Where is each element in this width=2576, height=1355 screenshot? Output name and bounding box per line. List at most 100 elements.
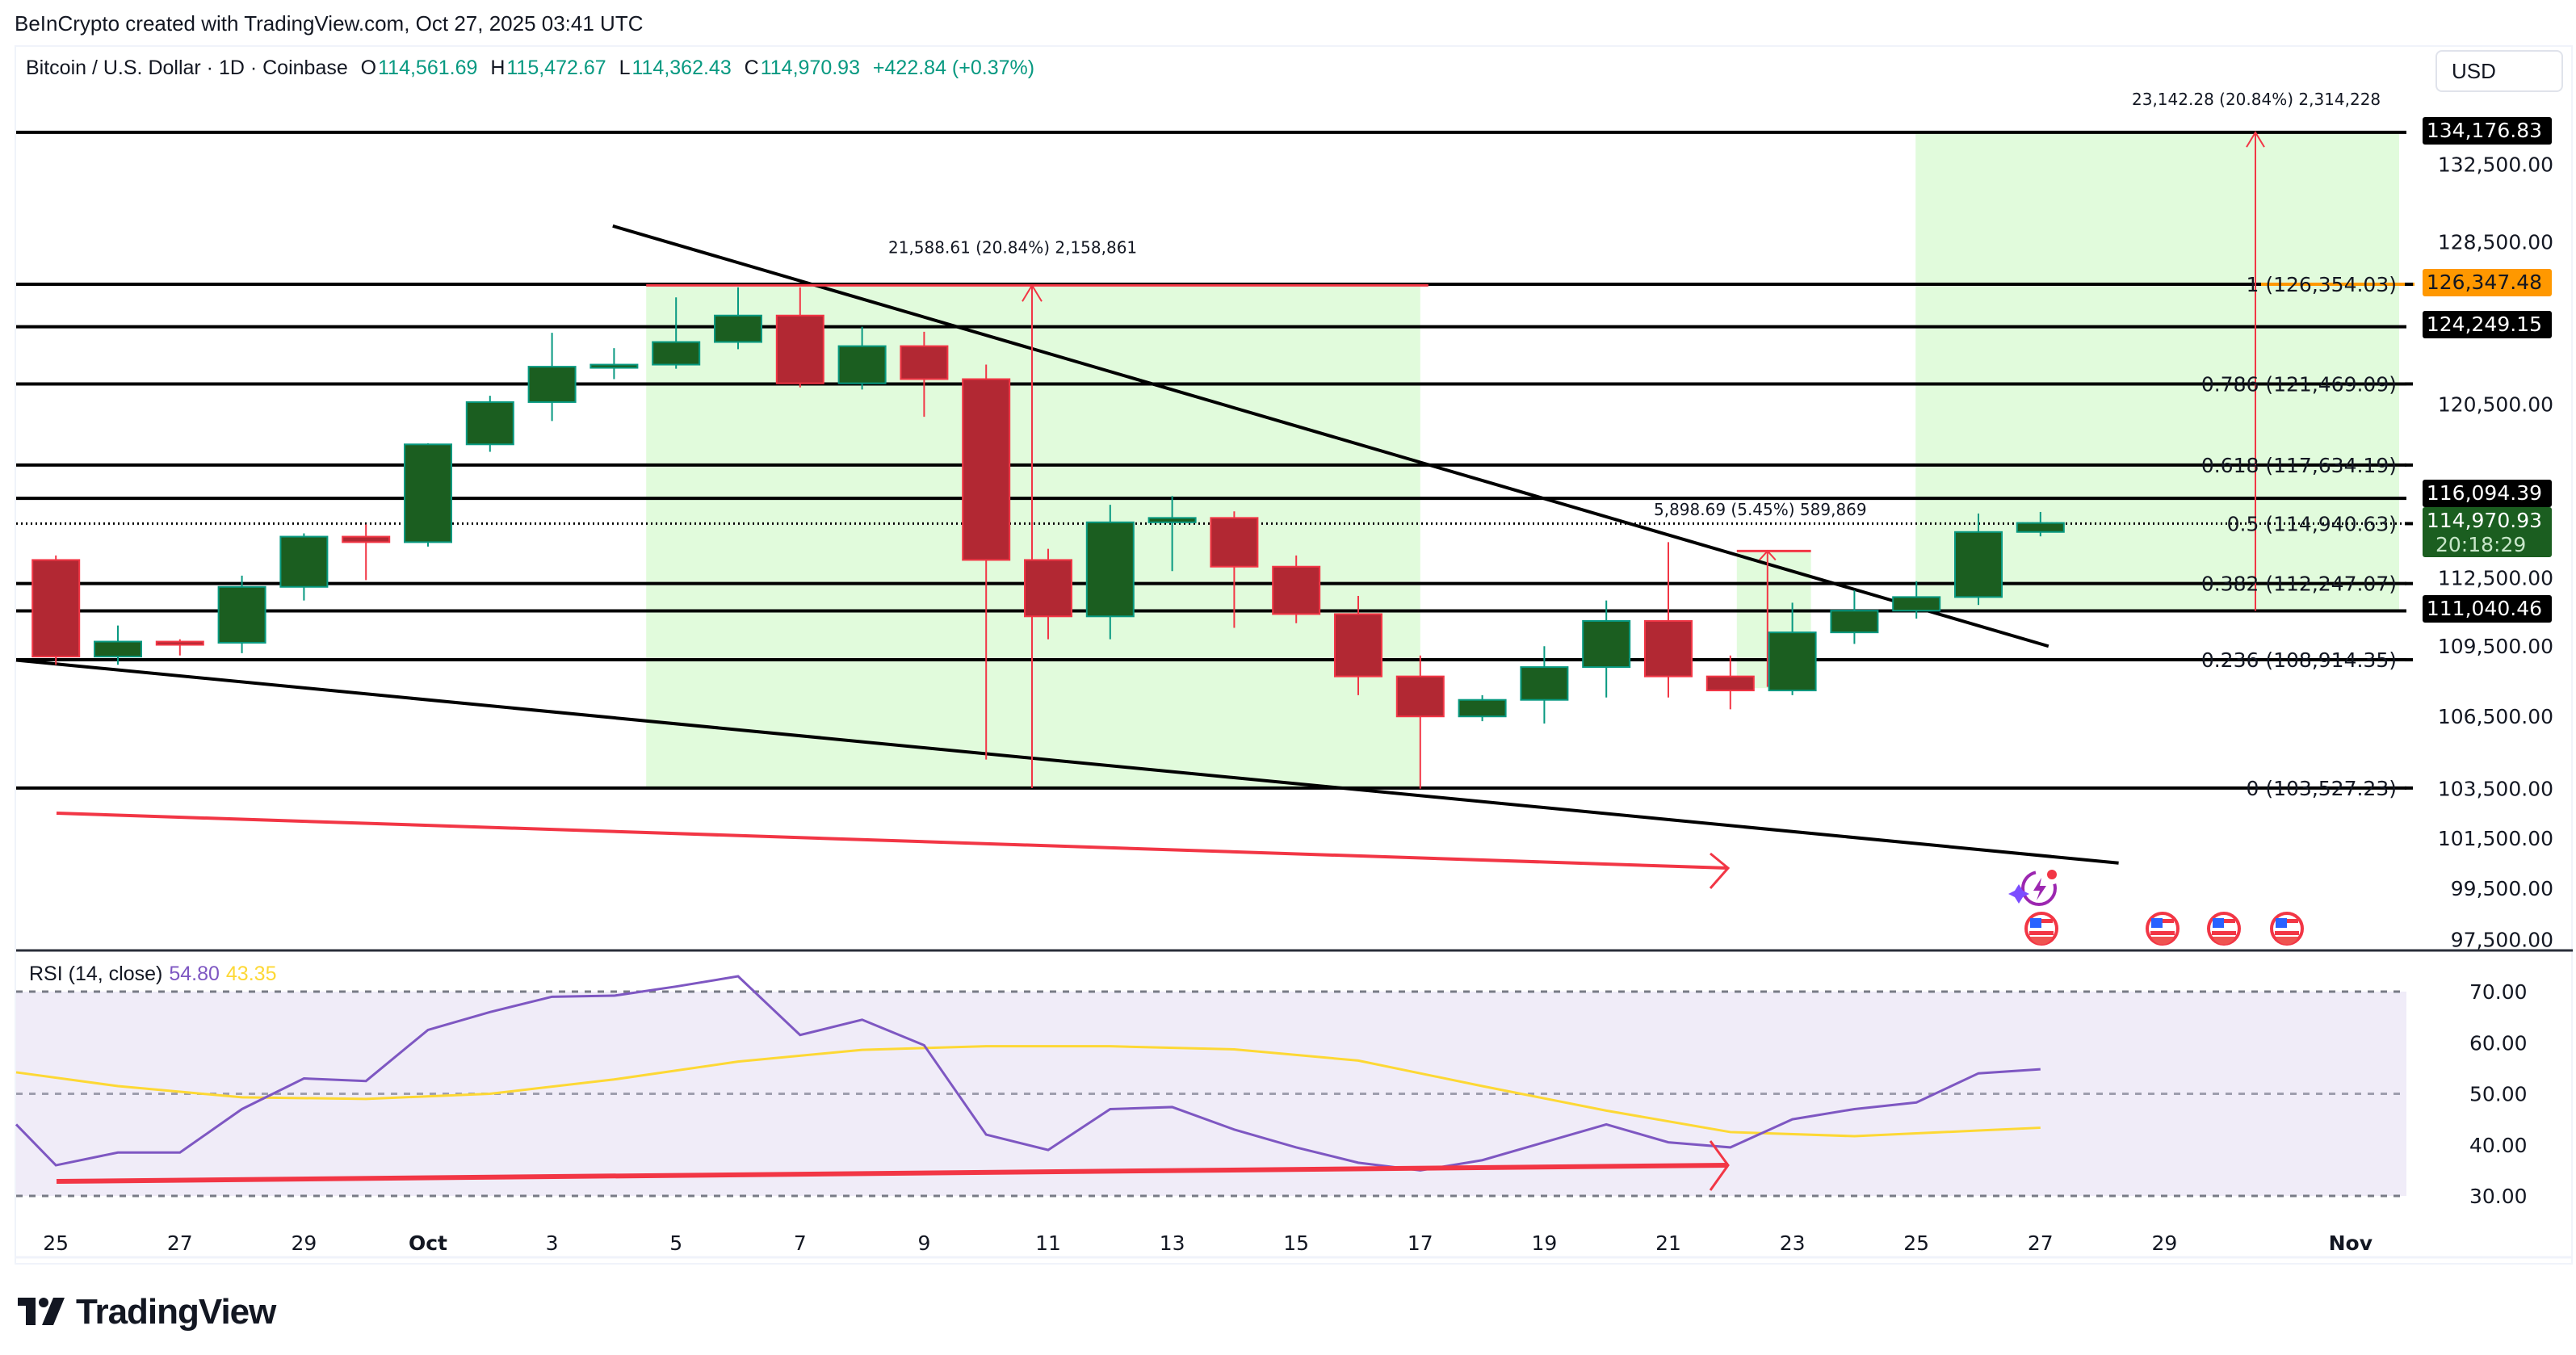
price-axis-tick: 112,500.00	[2438, 567, 2553, 590]
flag-stripe	[2029, 931, 2054, 935]
chart-frame	[15, 45, 2573, 1265]
bull-candle[interactable]	[1147, 517, 1197, 523]
bull-candle[interactable]	[1768, 631, 1817, 692]
bear-candle[interactable]	[155, 640, 204, 646]
bull-candle[interactable]	[1954, 531, 2003, 598]
date-axis-tick: 29	[2151, 1231, 2177, 1255]
close-value: 114,970.93	[760, 57, 860, 79]
bear-candle[interactable]	[900, 345, 949, 380]
rsi-axis-tick: 40.00	[2469, 1134, 2528, 1157]
bull-candle[interactable]	[1085, 521, 1135, 618]
high-value: 115,472.67	[506, 57, 606, 79]
price-axis-tick: 99,500.00	[2451, 877, 2553, 900]
bull-candle[interactable]	[589, 363, 639, 369]
flag-canton	[2151, 918, 2163, 928]
open-value: 114,561.69	[378, 57, 478, 79]
bull-candle[interactable]	[404, 443, 452, 543]
flag-stripe	[2287, 919, 2298, 923]
bear-candle[interactable]	[342, 535, 391, 543]
date-axis-tick: 21	[1655, 1231, 1681, 1255]
rsi-ma-value: 43.35	[225, 963, 277, 985]
fib-level-label: 0 (103,527.23)	[2247, 777, 2398, 800]
date-axis-tick: Oct	[409, 1231, 447, 1255]
bull-candle[interactable]	[217, 585, 266, 644]
bear-candle[interactable]	[1334, 613, 1382, 678]
symbol-title: Bitcoin / U.S. Dollar · 1D · Coinbase	[26, 57, 348, 79]
bull-candle[interactable]	[94, 640, 142, 658]
fib-tick	[2405, 382, 2413, 386]
bear-candle[interactable]	[962, 378, 1011, 561]
arrowhead-icon	[1709, 852, 1731, 889]
fib-level-label: 0.786 (121,469.09)	[2201, 372, 2397, 396]
bear-candle[interactable]	[775, 314, 824, 384]
price-axis-tick: 103,500.00	[2438, 778, 2553, 801]
rsi-axis-tick: 70.00	[2469, 980, 2528, 1004]
flag-stripe	[2151, 937, 2174, 945]
measure-label-2: 5,898.69 (5.45%) 589,869	[1654, 500, 1867, 519]
price-tag-124249: 124,249.15	[2423, 311, 2552, 338]
bear-candle[interactable]	[31, 559, 81, 658]
bull-candle[interactable]	[2016, 522, 2065, 533]
price-axis-tick: 128,500.00	[2438, 230, 2553, 254]
notification-dot	[2047, 870, 2057, 879]
date-axis-tick: 7	[794, 1231, 807, 1255]
bull-candle[interactable]	[1582, 619, 1631, 669]
low-value: 114,362.43	[631, 57, 732, 79]
earnings-flash-icon[interactable]	[2021, 870, 2057, 906]
rsi-title: RSI (14, close)	[29, 963, 163, 985]
flag-canton	[2030, 918, 2041, 928]
date-axis-tick: 15	[1283, 1231, 1309, 1255]
tradingview-logo[interactable]: TradingView	[18, 1292, 276, 1332]
bull-candle[interactable]	[279, 535, 329, 588]
currency-selector[interactable]: USD	[2435, 50, 2563, 92]
flag-stripe	[2041, 919, 2053, 923]
bear-candle[interactable]	[1395, 675, 1445, 718]
bull-candle[interactable]	[714, 314, 762, 343]
bear-candle[interactable]	[1644, 619, 1693, 678]
bear-candle[interactable]	[1210, 517, 1259, 568]
fib-tick	[2405, 463, 2413, 467]
measure-label-1: 21,588.61 (20.84%) 2,158,861	[888, 237, 1137, 257]
rsi-axis-tick: 50.00	[2469, 1083, 2528, 1106]
bar-countdown: 20:18:29	[2435, 533, 2527, 556]
bear-candle[interactable]	[1705, 675, 1755, 692]
arrowhead-icon	[1022, 283, 1043, 302]
flag-stripe	[2030, 937, 2053, 945]
fib-tick	[2405, 522, 2413, 526]
bull-candle[interactable]	[1520, 666, 1569, 701]
rsi-axis-tick: 30.00	[2469, 1185, 2528, 1208]
change-value: +422.84 (+0.37%)	[872, 57, 1035, 79]
bear-candle[interactable]	[1024, 559, 1072, 618]
price-axis-tick: 109,500.00	[2438, 635, 2553, 658]
bull-candle[interactable]	[1458, 698, 1507, 718]
bull-candle[interactable]	[1892, 596, 1941, 612]
bull-candle[interactable]	[1830, 610, 1879, 634]
price-tag-fib1: 126,347.48	[2423, 269, 2552, 296]
rsi-value: 54.80	[169, 963, 220, 985]
price-axis-tick: 132,500.00	[2438, 153, 2553, 176]
rsi-axis-tick: 60.00	[2469, 1031, 2528, 1055]
symbol-legend: Bitcoin / U.S. Dollar · 1D · Coinbase O1…	[26, 57, 1035, 79]
bull-candle[interactable]	[465, 401, 514, 446]
last-price-tag: 114,970.93 20:18:29	[2423, 507, 2552, 557]
tradingview-logo-icon	[18, 1298, 65, 1325]
measure-zone-1	[646, 284, 1420, 788]
bull-candle[interactable]	[652, 341, 701, 366]
descending-trendline-upper[interactable]	[612, 224, 2049, 648]
bear-candle[interactable]	[1272, 565, 1321, 615]
measure-zone-3	[1915, 132, 2399, 611]
date-axis-tick: 11	[1035, 1231, 1061, 1255]
descending-trendline-lower[interactable]	[15, 658, 2119, 865]
last-price-value: 114,970.93	[2426, 509, 2542, 532]
sparkle-icon	[2008, 884, 2029, 904]
fib-level-label: 1 (126,354.03)	[2247, 273, 2398, 296]
price-axis-tick: 97,500.00	[2451, 929, 2553, 952]
tradingview-logo-text: TradingView	[76, 1292, 276, 1332]
price-axis-tick: 106,500.00	[2438, 705, 2553, 728]
fib-level-label: 0.5 (114,940.63)	[2227, 512, 2397, 535]
flag-stripe	[2275, 931, 2299, 935]
price-tag-111040: 111,040.46	[2423, 595, 2552, 623]
bull-candle[interactable]	[527, 366, 577, 403]
bull-candle[interactable]	[837, 345, 887, 384]
